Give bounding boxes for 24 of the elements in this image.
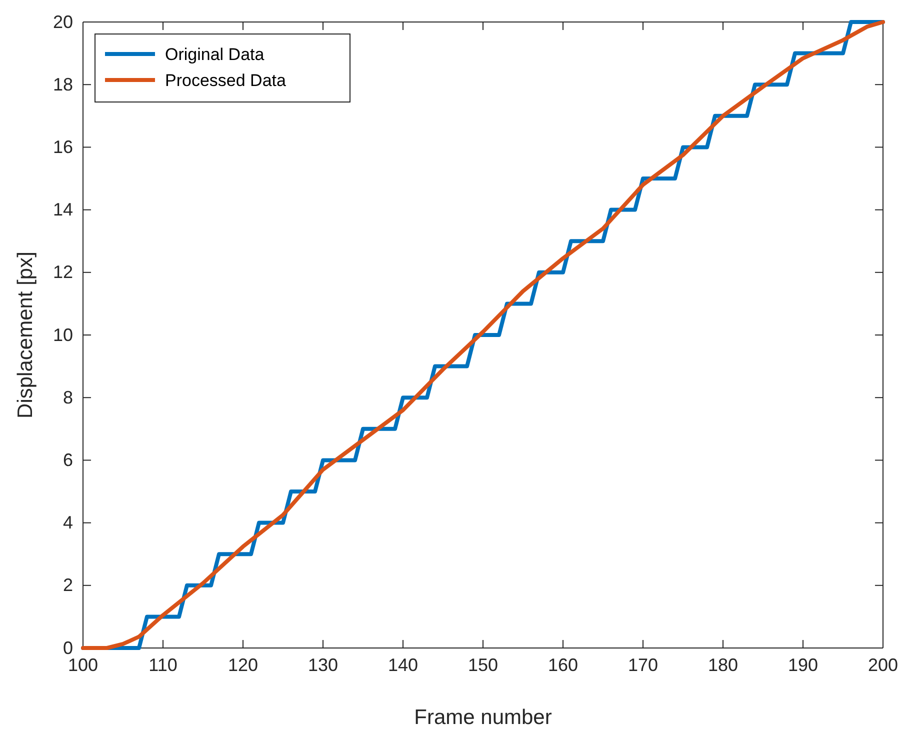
x-tick-label: 120 bbox=[228, 654, 258, 675]
x-tick-label: 170 bbox=[628, 654, 658, 675]
x-axis-title: Frame number bbox=[414, 706, 552, 729]
y-tick-label: 14 bbox=[52, 200, 73, 220]
y-tick-label: 12 bbox=[52, 262, 73, 282]
y-tick-label: 20 bbox=[52, 12, 73, 32]
x-tick-label: 190 bbox=[788, 654, 818, 675]
y-axis-title: Displacement [px] bbox=[14, 252, 37, 418]
x-tick-label: 130 bbox=[308, 654, 338, 675]
legend-label: Original Data bbox=[165, 45, 265, 64]
y-tick-label: 18 bbox=[52, 74, 73, 94]
y-tick-label: 4 bbox=[62, 512, 73, 533]
y-tick-label: 6 bbox=[62, 450, 73, 470]
x-tick-label: 180 bbox=[708, 654, 738, 675]
x-tick-label: 160 bbox=[548, 654, 578, 675]
y-tick-label: 8 bbox=[62, 387, 73, 408]
x-tick-label: 200 bbox=[868, 654, 898, 675]
y-tick-label: 16 bbox=[52, 136, 73, 157]
x-tick-label: 140 bbox=[388, 654, 418, 675]
x-tick-label: 150 bbox=[468, 654, 498, 675]
y-tick-label: 10 bbox=[52, 324, 73, 345]
x-tick-label: 110 bbox=[148, 654, 178, 675]
legend-label: Processed Data bbox=[165, 71, 286, 90]
y-tick-label: 2 bbox=[62, 575, 73, 596]
